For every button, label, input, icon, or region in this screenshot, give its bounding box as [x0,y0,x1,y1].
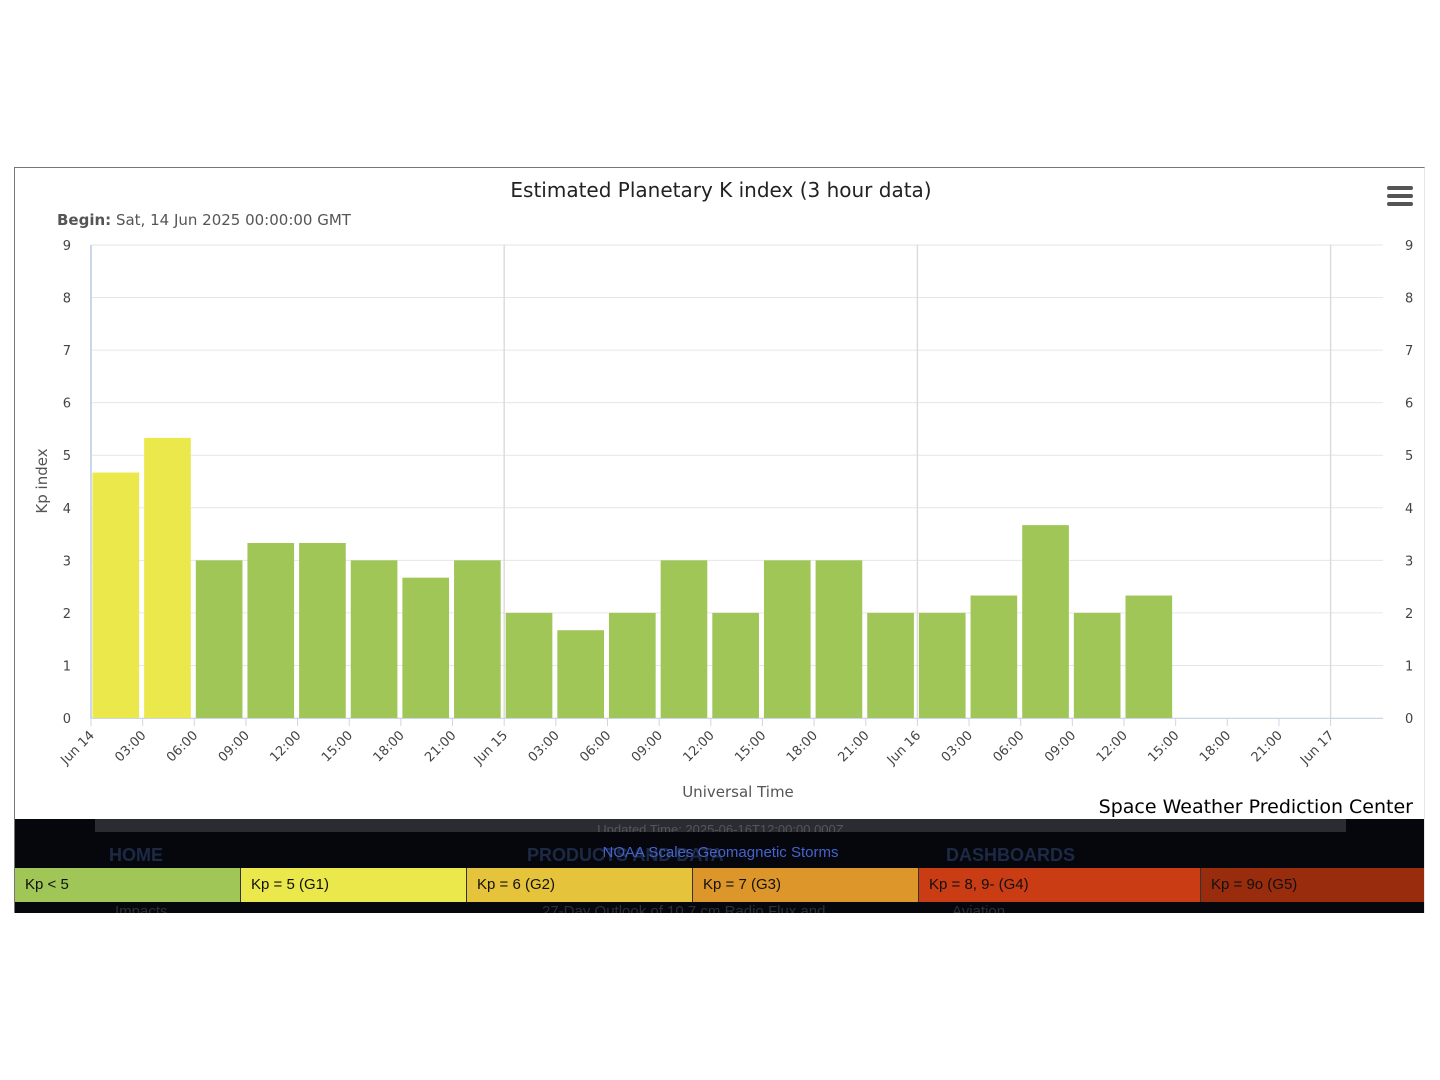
link-impacts[interactable]: Impacts [115,903,168,913]
nav-home[interactable]: HOME [109,845,163,865]
kp-bar [557,630,604,718]
kp-bar [815,560,863,718]
y-axis-title: Kp index [33,448,51,513]
kp-bar [505,612,553,718]
menu-icon-bar [1387,186,1413,190]
nav-dashboards[interactable]: DASHBOARDS [946,845,1076,865]
x-tick-label: 18:00 [784,728,821,765]
bar-series [92,437,1173,718]
x-tick-label: 18:00 [371,728,408,765]
kp-bar [454,560,501,718]
kp-bar [1022,525,1069,718]
kp-bar [970,595,1018,718]
x-tick-label: 06:00 [990,728,1027,765]
x-tick-label: 21:00 [1249,728,1286,765]
chart-title: Estimated Planetary K index (3 hour data… [510,178,931,202]
kp-bar [144,437,191,718]
x-tick-label: 03:00 [939,728,976,765]
x-tick-label: Jun 14 [58,728,98,768]
x-tick-label: 03:00 [112,728,149,765]
chart-menu-button[interactable] [1387,186,1413,208]
begin-label: Begin: [57,211,111,229]
legend-cell: Kp = 6 (G2) [467,868,693,902]
x-tick-label: 21:00 [835,728,872,765]
x-tick-label: 18:00 [1197,728,1234,765]
x-tick-label: 09:00 [216,728,253,765]
x-tick-label: 12:00 [267,728,304,765]
kp-bar [402,577,450,718]
y-tick-label-right: 7 [1405,344,1413,359]
nav-products[interactable]: PRODUCTS AND DATA [527,845,724,865]
kp-bar [660,560,708,718]
kp-bar [1073,612,1121,718]
y-tick-label-right: 5 [1405,449,1413,464]
link-radio-flux[interactable]: 27-Day Outlook of 10.7 cm Radio Flux and [542,903,826,913]
x-tick-label: 12:00 [1094,728,1131,765]
y-tick-label-right: 3 [1405,554,1413,569]
y-tick-label-right: 1 [1405,659,1413,674]
x-tick-label: 06:00 [577,728,614,765]
chart-frame: 0 0 1 1 2 2 3 3 4 4 5 5 6 6 7 7 8 8 9 9 Jun 14 03:00 06:00 09:0… [14,167,1425,913]
kp-bar [609,612,656,718]
y-tick-label-right: 0 [1405,712,1413,727]
y-tick-label: 8 [63,292,71,307]
kp-bar [350,560,398,718]
x-tick-label: 15:00 [1145,728,1182,765]
y-tick-label-right: 4 [1405,502,1413,517]
kp-bar [299,542,346,718]
y-tick-label-right: 6 [1405,397,1413,412]
x-tick-label: 09:00 [1042,728,1079,765]
y-tick-label: 7 [63,344,71,359]
kp-bar [92,472,140,718]
x-axis-title: Universal Time [682,783,794,801]
legend-cell: Kp = 8, 9- (G4) [919,868,1201,902]
kp-bar [195,560,243,718]
y-tick-label-right: 2 [1405,607,1413,622]
x-tick-label: Jun 17 [1297,728,1337,768]
kp-bar [247,542,295,718]
y-tick-label: 3 [63,554,71,569]
x-tick-label: 12:00 [681,728,718,765]
legend-cell: Kp = 5 (G1) [241,868,467,902]
y-tick-label-right: 8 [1405,292,1413,307]
kp-color-legend: Kp < 5 Kp = 5 (G1) Kp = 6 (G2) Kp = 7 (G3) K… [15,868,1424,902]
credit-text: Space Weather Prediction Center [1099,796,1414,818]
menu-icon-bar [1387,202,1413,206]
x-tick-label: Jun 16 [884,728,924,768]
y-tick-label: 0 [63,712,71,727]
menu-icon-bar [1387,194,1413,198]
legend-panel: Updated Time: 2025-06-16T12:00:00.000Z H… [15,819,1424,913]
kp-bar [918,612,966,718]
begin-subtitle: Begin: Sat, 14 Jun 2025 00:00:00 GMT [57,211,352,229]
x-tick-label: 03:00 [526,728,563,765]
y-tick-label: 5 [63,449,71,464]
updated-time-bar: Updated Time: 2025-06-16T12:00:00.000Z [95,819,1346,832]
begin-value: Sat, 14 Jun 2025 00:00:00 GMT [116,211,352,229]
x-tick-label: Jun 15 [471,728,511,768]
x-tick-label: 15:00 [319,728,356,765]
x-tick-label: 21:00 [422,728,459,765]
link-aviation[interactable]: Aviation [952,903,1006,913]
x-tick-label: 15:00 [732,728,769,765]
noaa-scales-link[interactable]: NOAA Scales Geomagnetic Storms [602,844,839,861]
y-tick-label: 4 [63,502,71,517]
y-tick-label-right: 9 [1405,239,1413,254]
legend-cell: Kp = 7 (G3) [693,868,919,902]
y-tick-label: 9 [63,239,71,254]
legend-cell: Kp = 9o (G5) [1201,868,1424,902]
y-tick-label: 2 [63,607,71,622]
y-tick-label: 1 [63,659,71,674]
legend-cell: Kp < 5 [15,868,241,902]
kp-bar [763,560,811,718]
x-tick-label: 09:00 [629,728,666,765]
kp-index-chart: 0 0 1 1 2 2 3 3 4 4 5 5 6 6 7 7 8 8 9 9 Jun 14 03:00 06:00 09:0… [33,178,1414,818]
kp-bar [712,612,759,718]
kp-bar [1125,595,1173,718]
x-tick-label: 06:00 [164,728,201,765]
kp-bar [867,612,914,718]
y-tick-label: 6 [63,397,71,412]
